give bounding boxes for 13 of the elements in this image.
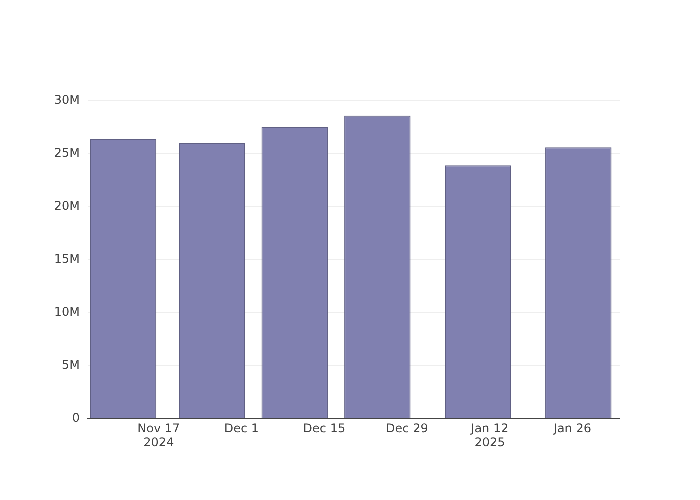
y-tick-label: 30M — [54, 93, 80, 108]
y-tick-label: 25M — [54, 146, 80, 160]
x-tick-label: Dec 15 — [303, 421, 346, 436]
y-tick-label: 5M — [62, 358, 80, 372]
y-tick-label: 10M — [54, 305, 80, 320]
y-tick-label: 20M — [54, 199, 80, 214]
x-tick-label: Jan 12 2025 — [470, 421, 509, 450]
x-tick-label: Dec 29 — [386, 421, 428, 436]
y-tick-label: 15M — [54, 252, 80, 266]
y-tick-label: 0 — [72, 411, 80, 426]
x-tick-label: Dec 1 — [224, 421, 260, 436]
x-tick-label: Nov 17 2024 — [138, 421, 180, 450]
x-tick-label: Jan 26 — [552, 421, 592, 436]
